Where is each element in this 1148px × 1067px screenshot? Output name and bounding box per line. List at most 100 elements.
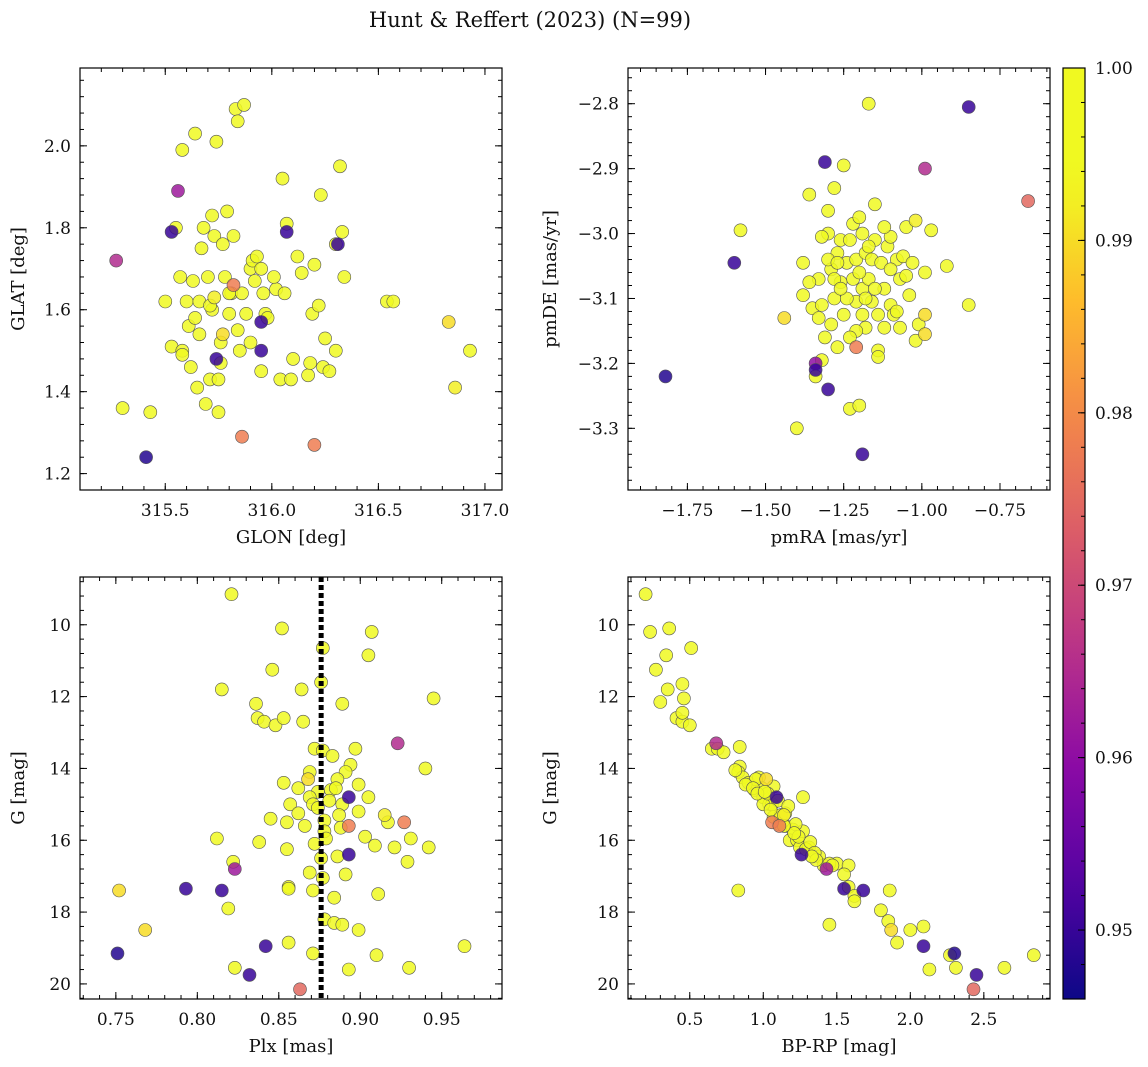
x-axis-label: BP-RP [mag] — [781, 1036, 896, 1057]
data-point — [226, 229, 241, 243]
scatter-points — [110, 587, 472, 997]
y-axis-label: GLAT [deg] — [8, 227, 29, 331]
data-point — [205, 208, 219, 223]
data-point — [186, 274, 200, 288]
data-point — [220, 204, 234, 219]
data-point — [818, 330, 832, 345]
data-point — [818, 155, 832, 169]
data-point — [819, 862, 834, 876]
data-point — [675, 705, 690, 720]
data-point — [330, 849, 345, 864]
data-point — [254, 261, 269, 276]
y-tick-label: −2.9 — [578, 160, 619, 180]
data-point — [849, 340, 864, 355]
panel-glon-glat: 315.5 316.0 316.5 317.0 1.2 1.4 1.6 1.8 2.0 GLON … — [8, 67, 509, 548]
data-point — [254, 364, 269, 379]
data-point — [248, 274, 262, 288]
data-point — [843, 330, 857, 345]
x-axis-label: GLON [deg] — [236, 527, 346, 548]
axes-frame — [79, 576, 503, 1000]
data-point — [112, 883, 126, 898]
data-point — [218, 270, 232, 284]
data-point — [307, 257, 322, 272]
data-point — [196, 221, 211, 235]
data-point — [190, 380, 204, 395]
data-point — [283, 797, 298, 812]
colorbar-tick-label: 0.96 — [1095, 749, 1133, 769]
data-point — [293, 982, 307, 997]
y-tick-label: −2.8 — [578, 95, 619, 115]
x-axis-label: Plx [mas] — [249, 1036, 334, 1057]
data-point — [216, 327, 230, 342]
data-point — [858, 291, 873, 306]
data-point — [328, 781, 343, 796]
data-point — [249, 696, 263, 711]
data-point — [418, 761, 433, 776]
data-point — [457, 939, 472, 954]
y-tick-label: 10 — [597, 616, 619, 636]
data-point — [207, 229, 222, 243]
data-point — [338, 867, 353, 882]
x-tick-label: 1.5 — [823, 1010, 850, 1030]
data-point — [301, 772, 315, 787]
data-point — [448, 380, 462, 395]
data-point — [889, 304, 904, 319]
data-point — [794, 847, 809, 862]
data-point — [796, 288, 810, 303]
data-point — [856, 883, 871, 898]
data-point — [281, 881, 296, 896]
x-tick-label: 0.80 — [178, 1010, 216, 1030]
data-point — [902, 288, 917, 303]
x-tick-label: 0.85 — [260, 1010, 298, 1030]
data-point — [341, 790, 356, 805]
data-point — [899, 220, 914, 234]
data-point — [301, 368, 315, 383]
colorbar-tick-label: 0.97 — [1095, 576, 1133, 596]
data-point — [307, 438, 322, 452]
data-point — [918, 327, 932, 342]
data-point — [333, 159, 347, 174]
data-point — [224, 587, 239, 602]
data-point — [281, 935, 296, 950]
data-point — [649, 662, 663, 677]
data-point — [341, 847, 356, 862]
data-point — [275, 621, 289, 636]
y-tick-label: −3.1 — [578, 289, 619, 309]
data-point — [254, 343, 269, 358]
y-tick-label: −3.2 — [578, 354, 619, 374]
data-point — [211, 405, 226, 420]
data-point — [802, 275, 817, 290]
data-point — [883, 262, 898, 277]
data-point — [228, 960, 242, 975]
data-point — [789, 421, 804, 436]
data-point — [658, 369, 673, 384]
data-point — [916, 919, 931, 934]
data-point — [351, 804, 366, 819]
data-point — [110, 946, 125, 961]
data-point — [164, 225, 179, 239]
y-tick-label: 2.0 — [44, 137, 71, 157]
data-point — [884, 923, 899, 937]
data-point — [709, 736, 724, 751]
x-tick-label: −1.00 — [896, 501, 948, 521]
data-point — [341, 962, 356, 977]
data-point — [772, 819, 787, 833]
data-point — [861, 272, 876, 286]
data-point — [918, 265, 932, 280]
data-point — [918, 307, 932, 322]
data-point — [827, 181, 842, 195]
data-point — [276, 711, 291, 725]
data-point — [390, 736, 405, 751]
colorbar-gradient — [1063, 68, 1085, 999]
x-tick-label: −1.75 — [661, 501, 713, 521]
data-point — [188, 311, 202, 325]
data-point — [905, 255, 920, 270]
colorbar: 0.95 0.96 0.97 0.98 0.99 1.00 — [1062, 59, 1133, 1000]
data-point — [883, 230, 898, 244]
data-point — [242, 968, 257, 982]
data-point — [280, 815, 294, 830]
data-point — [306, 883, 320, 898]
data-point — [400, 854, 415, 869]
data-point — [337, 270, 352, 284]
data-point — [660, 682, 675, 697]
